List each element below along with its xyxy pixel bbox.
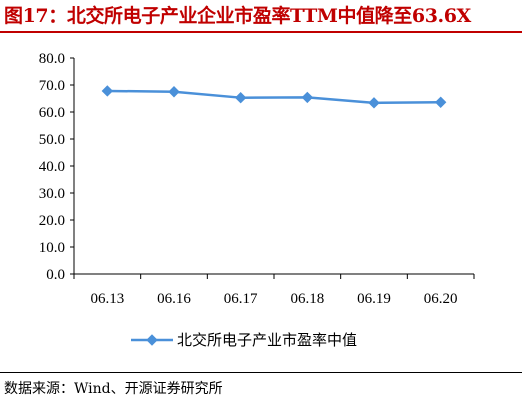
y-tick-label: 70.0 bbox=[39, 78, 65, 94]
legend: 北交所电子产业市盈率中值 bbox=[131, 331, 357, 349]
line-chart: 0.0 10.0 20.0 30.0 40.0 50.0 60.0 70.0 80.0 06.1… bbox=[39, 51, 475, 349]
x-tick-label: 06.20 bbox=[424, 291, 458, 307]
y-tick-label: 60.0 bbox=[39, 105, 65, 121]
source-note: 数据来源：Wind、开源证券研究所 bbox=[4, 381, 223, 397]
y-tick-label: 80.0 bbox=[39, 51, 65, 67]
x-axis: 06.13 06.16 06.17 06.18 06.19 06.20 bbox=[73, 273, 475, 307]
y-tick-label: 40.0 bbox=[39, 159, 65, 175]
chart-title: 图17：北交所电子产业企业市盈率TTM中值降至63.6X bbox=[4, 5, 471, 27]
y-tick-label: 20.0 bbox=[39, 213, 65, 229]
legend-marker bbox=[146, 334, 158, 346]
y-tick-label: 0.0 bbox=[46, 267, 65, 283]
x-tick-label: 06.18 bbox=[290, 291, 324, 307]
y-tick-label: 30.0 bbox=[39, 186, 65, 202]
legend-label: 北交所电子产业市盈率中值 bbox=[177, 331, 357, 349]
x-tick-label: 06.17 bbox=[224, 291, 258, 307]
data-point bbox=[301, 91, 314, 104]
data-point bbox=[168, 86, 180, 98]
title-divider bbox=[0, 31, 522, 33]
data-point bbox=[368, 97, 380, 109]
series-line bbox=[107, 89, 441, 105]
x-tick-label: 06.19 bbox=[357, 291, 391, 307]
x-tick-label: 06.16 bbox=[157, 291, 191, 307]
data-point bbox=[101, 85, 114, 97]
series-layer bbox=[101, 85, 447, 109]
y-axis: 0.0 10.0 20.0 30.0 40.0 50.0 60.0 70.0 80.0 bbox=[39, 51, 75, 283]
data-point bbox=[434, 96, 447, 108]
y-tick-label: 10.0 bbox=[39, 240, 65, 256]
footer-divider bbox=[0, 372, 522, 373]
y-tick-label: 50.0 bbox=[39, 132, 65, 148]
x-tick-label: 06.13 bbox=[90, 291, 124, 307]
data-point bbox=[234, 91, 247, 104]
